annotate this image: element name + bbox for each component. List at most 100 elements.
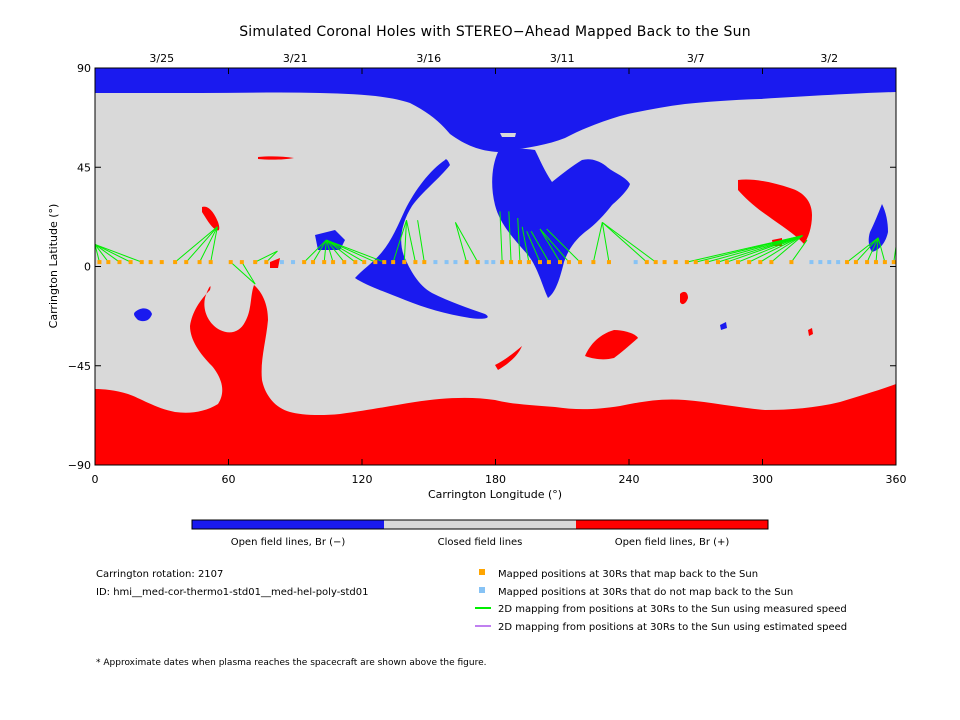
north-red-strip: [258, 156, 294, 160]
east-positive-hole: [738, 179, 812, 244]
mapped-point: [865, 260, 870, 265]
mapping-line: [312, 239, 327, 263]
mapped-point: [422, 260, 427, 265]
mapping-line: [737, 235, 803, 263]
mapped-point: [362, 260, 367, 265]
mapped-point: [117, 260, 122, 265]
colorbar-negative: [192, 520, 384, 529]
mapped-point: [769, 260, 774, 265]
x-tick-label: 360: [886, 473, 907, 486]
negative-open-regions: [95, 68, 896, 330]
mapping-line: [546, 228, 581, 263]
west-coronal-hole: [355, 159, 488, 319]
mapped-point: [402, 260, 407, 265]
carrington-rotation: Carrington rotation: 2107: [96, 569, 223, 580]
central-coronal-hole: [492, 148, 630, 298]
mapping-line: [303, 239, 327, 263]
mapping-lines: [94, 211, 897, 285]
mapped-point: [566, 260, 571, 265]
top-date-label: 3/25: [149, 52, 174, 65]
mapped-point: [653, 260, 658, 265]
top-date-label: 3/21: [283, 52, 308, 65]
legend-mapped-label: Mapped positions at 30Rs that map back t…: [498, 569, 758, 580]
colorbar-closed: [384, 520, 576, 529]
mapping-line: [706, 235, 803, 263]
unmapped-point: [291, 260, 296, 265]
mapped-point: [228, 260, 233, 265]
x-tick-label: 240: [619, 473, 640, 486]
mapping-line: [326, 239, 356, 263]
mapped-point: [662, 260, 667, 265]
mapping-line: [94, 243, 131, 263]
mapped-point: [673, 260, 678, 265]
mapping-line: [403, 220, 407, 263]
mapped-point: [517, 260, 522, 265]
chart-title: Simulated Coronal Holes with STEREO−Ahea…: [239, 24, 751, 40]
mapping-line: [174, 226, 218, 263]
mapping-line: [875, 237, 879, 263]
mapping-line: [392, 220, 407, 263]
top-date-label: 3/2: [820, 52, 838, 65]
south-positive-hole-3: [495, 346, 522, 370]
unmapped-point: [433, 260, 438, 265]
top-date-label: 3/7: [687, 52, 705, 65]
mapping-line: [877, 237, 886, 263]
unmapped-point: [444, 260, 449, 265]
east-coronal-hole: [868, 204, 888, 252]
south-positive-hole-1: [585, 330, 638, 360]
x-axis-label: Carrington Longitude (°): [428, 488, 562, 501]
mapping-line: [601, 222, 610, 263]
mapped-point: [538, 260, 542, 265]
mapping-line: [326, 239, 345, 263]
unmapped-point: [818, 260, 823, 265]
small-red-spot-2: [270, 258, 280, 268]
mapped-point: [693, 260, 698, 265]
mapped-point: [302, 260, 307, 265]
mapped-point: [591, 260, 596, 265]
y-tick-label: −90: [68, 459, 91, 472]
mapped-point: [391, 260, 396, 265]
mapped-point: [724, 260, 729, 265]
mapped-point: [322, 260, 327, 265]
legend-unmapped-label: Mapped positions at 30Rs that do not map…: [498, 587, 793, 598]
mapping-line: [771, 235, 803, 263]
mapped-point: [873, 260, 878, 265]
mapping-line: [760, 235, 803, 263]
mapping-line: [726, 235, 803, 263]
x-tick-label: 180: [485, 473, 506, 486]
colorbar-label-negative: Open field lines, Br (−): [231, 537, 346, 548]
mapped-point: [106, 260, 111, 265]
mapping-line: [94, 244, 100, 263]
mapped-point: [139, 260, 144, 265]
mapped-point: [173, 260, 178, 265]
x-tick-label: 300: [752, 473, 773, 486]
mapping-line: [866, 237, 879, 263]
north-polar-coronal-hole: [95, 68, 896, 152]
mapping-line: [748, 235, 803, 263]
mapped-point: [184, 260, 189, 265]
west-positive-hole: [202, 206, 220, 231]
mapped-point: [413, 260, 418, 265]
mapping-line: [521, 226, 530, 263]
top-date-axis: 3/25 3/21 3/16 3/11 3/7 3/2: [149, 52, 838, 65]
mapped-point: [464, 260, 469, 265]
mapping-line: [592, 222, 603, 263]
mapped-point: [845, 260, 850, 265]
top-date-label: 3/16: [416, 52, 441, 65]
mapped-point: [500, 260, 505, 265]
mapping-line: [241, 261, 256, 285]
y-tick-label: 0: [84, 261, 91, 274]
legend-measured-label: 2D mapping from positions at 30Rs to the…: [498, 604, 847, 615]
mapping-line: [530, 230, 550, 263]
mapping-line: [199, 226, 218, 263]
legend-estimated-label: 2D mapping from positions at 30Rs to the…: [498, 622, 847, 633]
mapped-point: [311, 260, 316, 265]
colorbar-label-positive: Open field lines, Br (+): [615, 537, 730, 548]
carrington-map: [94, 67, 897, 466]
mapping-line: [326, 239, 365, 263]
mapped-point: [128, 260, 133, 265]
mapped-point: [747, 260, 752, 265]
y-axis-label: Carrington Latitude (°): [47, 204, 60, 329]
mapped-point: [789, 260, 794, 265]
mapped-point: [891, 260, 896, 265]
